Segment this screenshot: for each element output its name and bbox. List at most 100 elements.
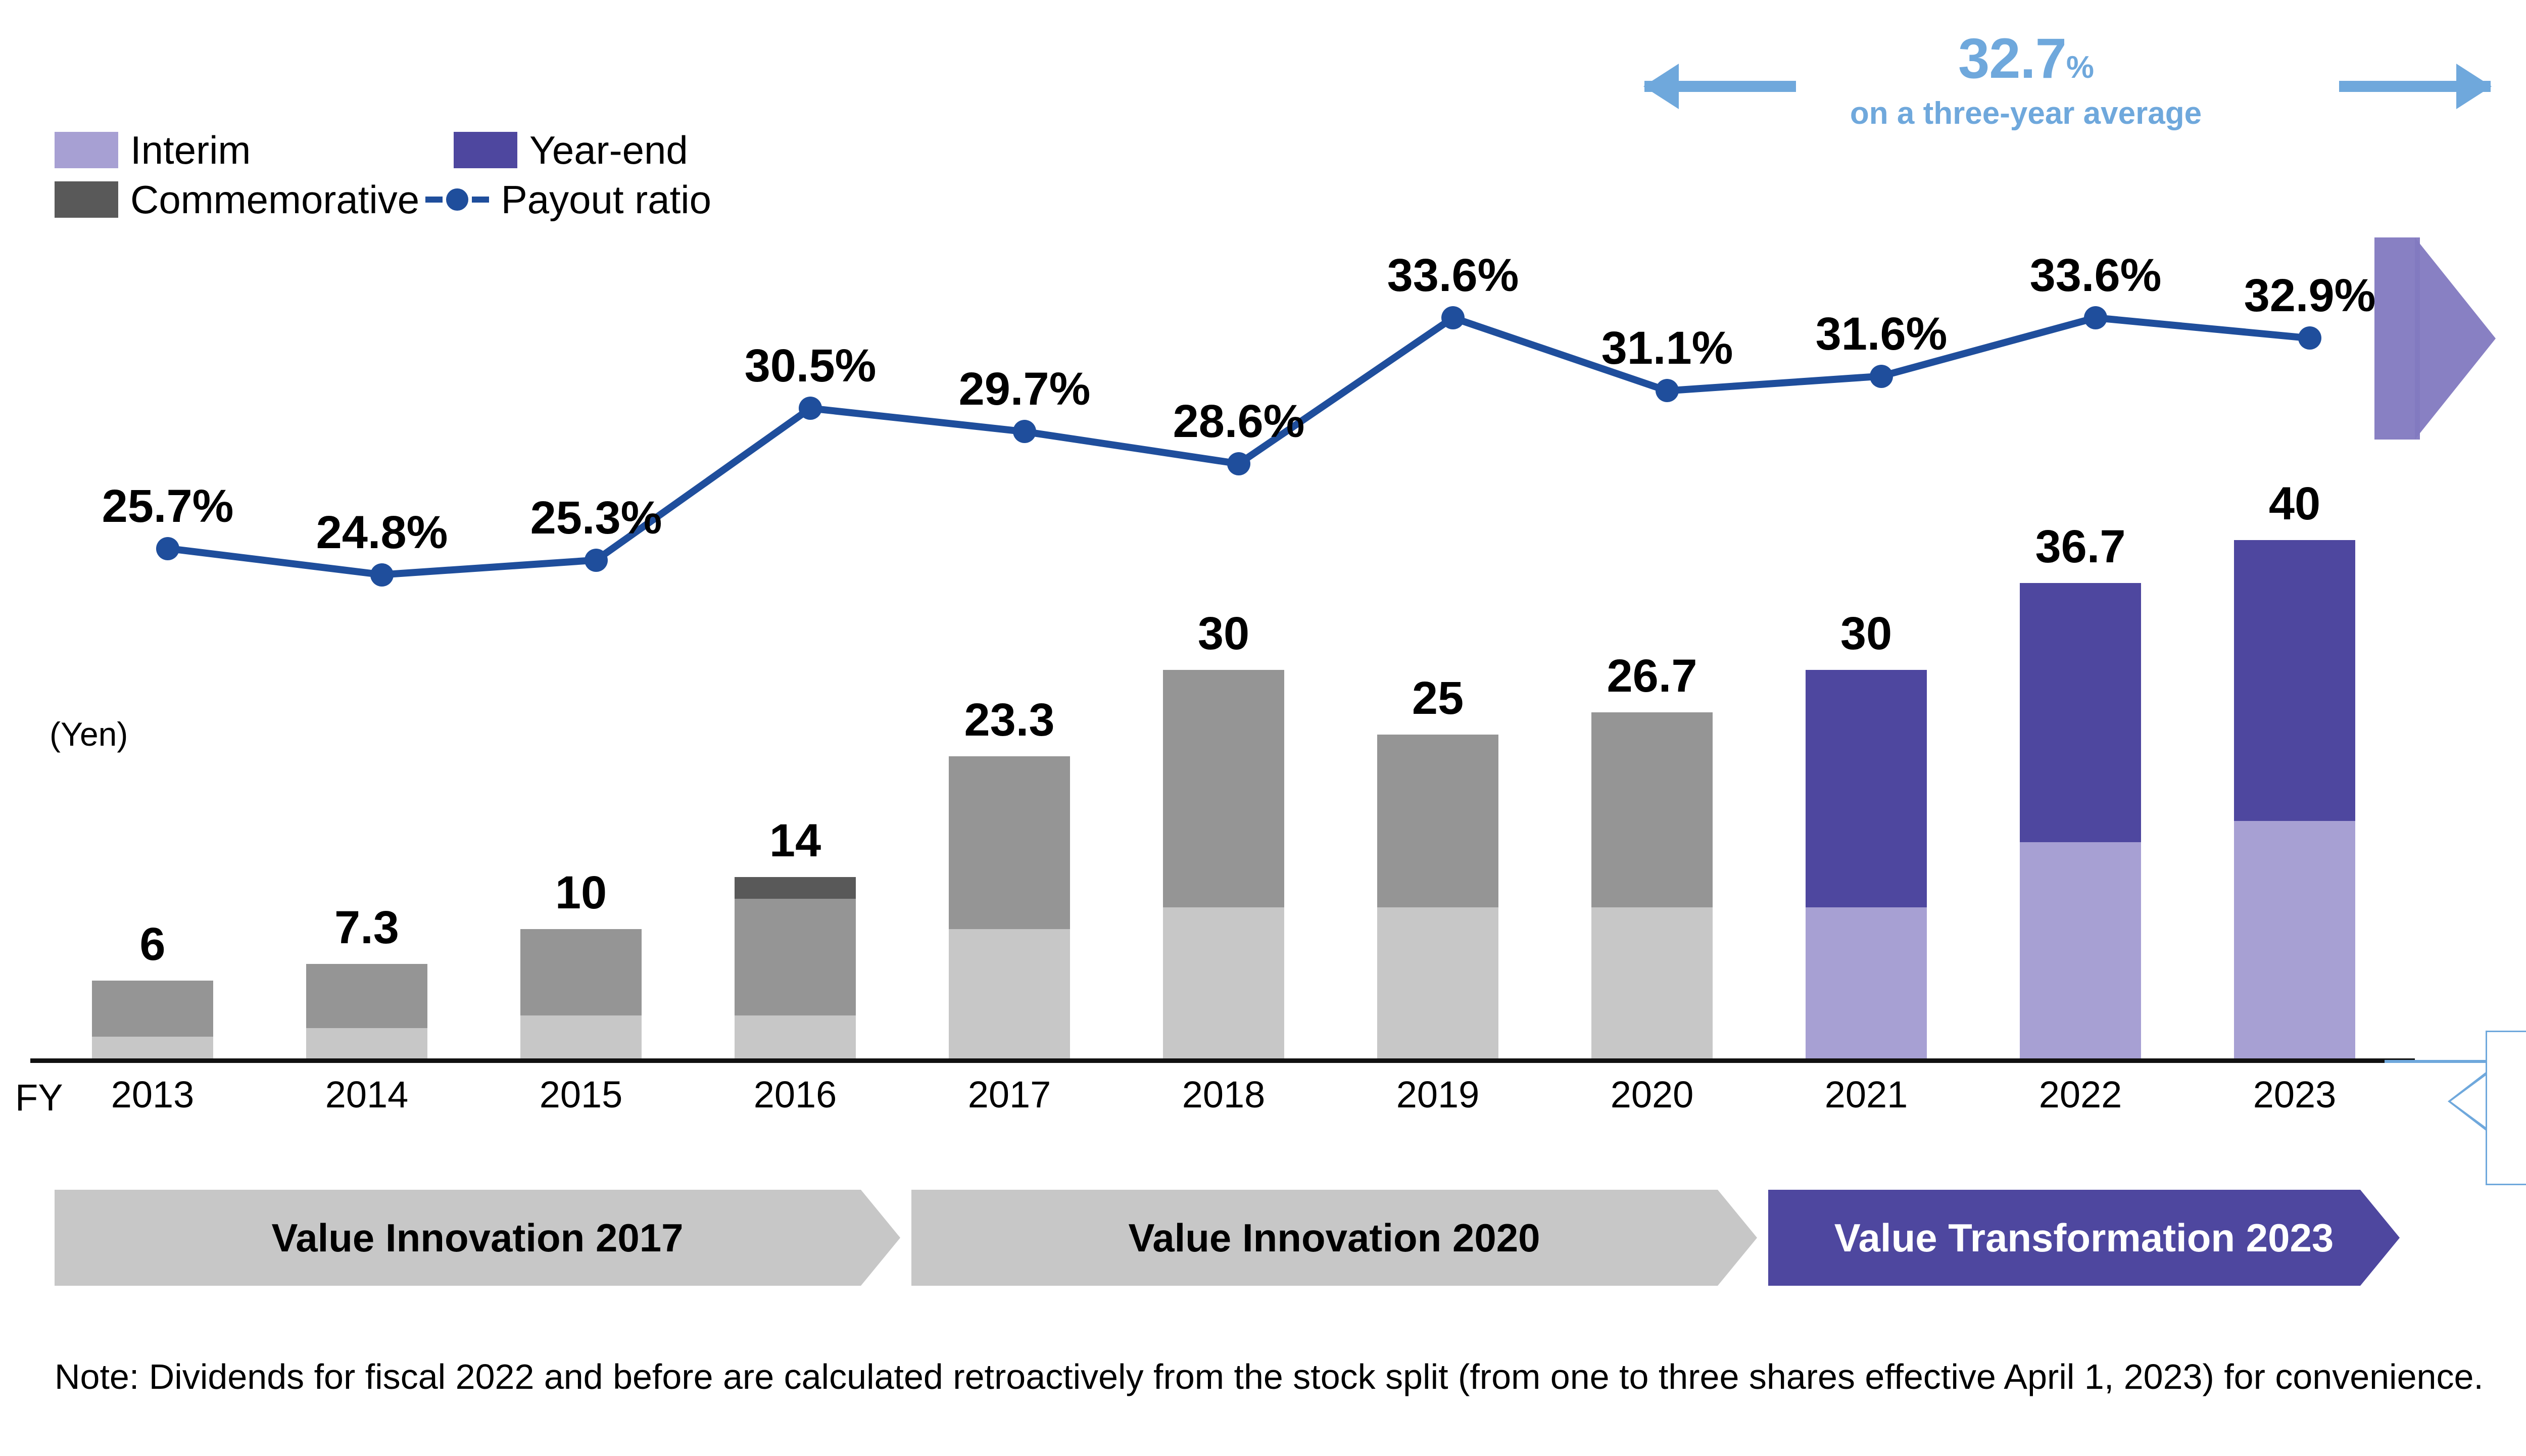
x-axis-tick-label: 2014	[325, 1074, 409, 1115]
share-buyback-callout: Share buyback of JPY 20 billion	[2486, 1031, 2526, 1185]
legend-item-interim: Interim	[55, 130, 454, 170]
bar-value-label: 26.7	[1607, 650, 1697, 702]
bar-segment-interim	[1377, 907, 1498, 1058]
payout-ratio-point[interactable]	[1013, 420, 1036, 444]
bar-value-label: 14	[769, 814, 821, 866]
arrow-left-icon	[1643, 64, 1796, 109]
chart-plot-area: 6 7.3 10 14 23.3 30 25 26.7 30 36.7 40 25.7% 24.8% 25…	[45, 217, 2405, 1061]
payout-ratio-point[interactable]	[1870, 364, 1893, 388]
payout-ratio-label: 33.6%	[1387, 250, 1519, 302]
arrow-right-icon	[2339, 64, 2492, 109]
bar-segment-interim	[92, 1037, 213, 1058]
bar-segment-interim	[1591, 907, 1713, 1058]
payout-ratio-point[interactable]	[2298, 326, 2321, 350]
footnote: Note: Dividends for fiscal 2022 and befo…	[55, 1357, 2484, 1396]
strategy-phase-bars: Value Innovation 2017 Value Innovation 20…	[55, 1190, 2429, 1286]
x-axis-tick-label: 2013	[111, 1074, 195, 1115]
payout-ratio-point[interactable]	[156, 537, 179, 560]
chart-legend: Interim Year-end Commemorative Payout ra…	[55, 125, 711, 224]
payout-ratio-point[interactable]	[1656, 379, 1679, 403]
bar-value-label: 23.3	[964, 694, 1055, 746]
target-pointer-body	[2374, 237, 2420, 440]
x-axis-tick-label: 2023	[2253, 1074, 2337, 1115]
payout-ratio-label: 29.7%	[958, 363, 1091, 415]
chart-column: 30	[1759, 217, 1973, 1061]
payout-ratio-label: 31.1%	[1601, 322, 1733, 374]
legend-label-interim: Interim	[130, 128, 251, 172]
phase-bar: Value Innovation 2020	[911, 1190, 1757, 1286]
chart-column: 36.7	[1973, 217, 2188, 1061]
bar-stack[interactable]	[2234, 540, 2355, 1058]
phase-bar: Value Transformation 2023	[1768, 1190, 2400, 1286]
bar-value-label: 25	[1412, 672, 1464, 724]
bar-stack[interactable]	[949, 756, 1070, 1058]
payout-ratio-label: 24.8%	[316, 506, 448, 558]
bar-segment-interim	[306, 1028, 427, 1058]
x-axis-line	[30, 1058, 2415, 1063]
bar-segment-interim	[1806, 907, 1927, 1058]
chart-column: 25	[1331, 217, 1545, 1061]
payout-ratio-point[interactable]	[585, 548, 608, 572]
three-year-average-annotation: 32.7% on a three-year average	[1632, 30, 2420, 129]
fy-prefix-label: FY	[15, 1077, 63, 1119]
bar-value-label: 6	[139, 918, 166, 970]
phase-bar-label: Value Innovation 2017	[271, 1216, 684, 1260]
legend-swatch-interim	[55, 132, 118, 168]
legend-label-year-end: Year-end	[529, 128, 688, 172]
bar-value-label: 40	[2268, 478, 2321, 530]
bar-segment-year-end	[2020, 583, 2141, 843]
payout-ratio-label: 30.5%	[744, 340, 877, 392]
legend-item-commemorative: Commemorative	[55, 180, 425, 219]
legend-row-1: Interim Year-end	[55, 125, 711, 175]
payout-ratio-label: 33.6%	[2029, 250, 2162, 302]
phase-bar-label: Value Innovation 2020	[1128, 1216, 1540, 1260]
payout-ratio-point[interactable]	[1441, 306, 1465, 330]
legend-row-2: Commemorative Payout ratio	[55, 175, 711, 224]
x-axis-tick-label: 2022	[2038, 1074, 2122, 1115]
bar-segment-year-end	[949, 756, 1070, 929]
bar-stack[interactable]	[92, 981, 213, 1058]
bar-stack[interactable]	[520, 929, 642, 1058]
chart-column: 40	[2188, 217, 2402, 1061]
chart-column: 7.3	[260, 217, 474, 1061]
bar-stack[interactable]	[2020, 583, 2141, 1058]
bar-stack[interactable]	[1806, 669, 1927, 1058]
three-year-average-caption: on a three-year average	[1850, 96, 2202, 131]
payout-ratio-label: 28.6%	[1173, 395, 1305, 447]
payout-ratio-label: 25.7%	[102, 480, 234, 532]
three-year-average-value: 32.7%	[1958, 27, 2094, 90]
x-axis-tick-label: 2016	[753, 1074, 837, 1115]
x-axis-tick-label: 2015	[539, 1074, 623, 1115]
bar-value-label: 30	[1840, 607, 1892, 659]
bar-stack[interactable]	[1163, 669, 1284, 1058]
payout-ratio-point[interactable]	[370, 563, 394, 587]
target-pointer-arrow-icon	[2415, 237, 2496, 440]
legend-label-commemorative: Commemorative	[130, 177, 420, 222]
chart-column: 30	[1116, 217, 1331, 1061]
legend-label-payout-ratio: Payout ratio	[501, 177, 711, 222]
payout-ratio-point[interactable]	[799, 397, 822, 420]
x-axis-tick-label: 2019	[1396, 1074, 1480, 1115]
payout-ratio-label: 31.6%	[1815, 308, 1948, 360]
bar-stack[interactable]	[735, 877, 856, 1058]
bar-stack[interactable]	[1377, 734, 1498, 1058]
bar-value-label: 30	[1197, 607, 1250, 659]
buyback-leader-line	[2385, 1060, 2491, 1063]
buyback-callout-tail-inner	[2451, 1075, 2487, 1128]
bar-value-label: 7.3	[334, 901, 399, 953]
payout-ratio-point[interactable]	[2084, 306, 2107, 330]
bar-segment-year-end	[306, 963, 427, 1029]
legend-line-marker-icon	[425, 181, 489, 218]
bar-segment-commemorative	[735, 877, 856, 899]
bar-stack[interactable]	[306, 963, 427, 1058]
payout-ratio-point[interactable]	[1227, 452, 1250, 475]
chart-column: 14	[688, 217, 902, 1061]
bar-segment-interim	[520, 1015, 642, 1058]
bar-segment-year-end	[735, 898, 856, 1015]
bar-segment-year-end	[2234, 540, 2355, 821]
chart-column: 26.7	[1545, 217, 1759, 1061]
bar-stack[interactable]	[1591, 712, 1713, 1058]
bar-value-label: 10	[555, 866, 607, 918]
x-axis-labels: FY 2013 2014 2015 2016 2017 2018 2019 2020 2021 2…	[15, 1074, 2415, 1132]
bar-segment-year-end	[520, 929, 642, 1015]
